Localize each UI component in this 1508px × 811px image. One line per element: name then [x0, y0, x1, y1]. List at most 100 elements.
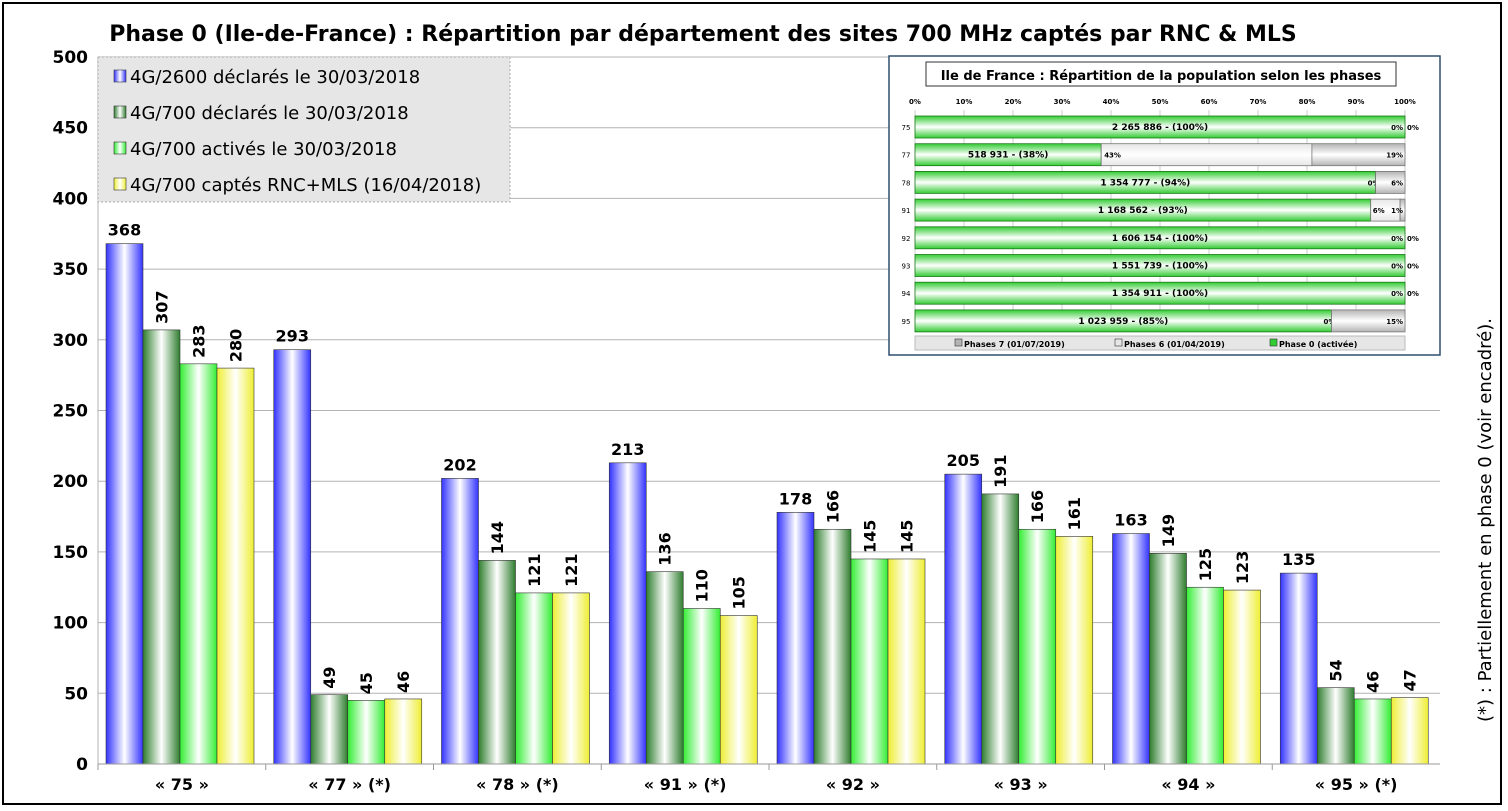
- y-tick-label: 500: [53, 48, 89, 68]
- data-label: 293: [276, 327, 309, 346]
- data-label: 46: [394, 671, 413, 693]
- inset-data-label: 6%: [1391, 179, 1403, 187]
- inset-legend-label: Phases 6 (01/04/2019): [1124, 340, 1225, 349]
- legend-label: 4G/700 captés RNC+MLS (16/04/2018): [130, 175, 481, 196]
- data-label: 105: [730, 576, 749, 609]
- bar-3: [1223, 589, 1261, 765]
- bar-1: [645, 571, 684, 765]
- legend-label: 4G/2600 déclarés le 30/03/2018: [130, 67, 420, 88]
- inset-data-label: 0%: [1324, 318, 1336, 326]
- bar-3: [887, 558, 926, 765]
- data-label: 178: [779, 489, 812, 508]
- data-label: 110: [693, 569, 712, 602]
- bar-0: [776, 512, 815, 765]
- data-label: 123: [1233, 551, 1252, 584]
- bar-2: [1353, 698, 1392, 765]
- data-label: 136: [656, 532, 675, 565]
- inset-bar-0: [914, 281, 1406, 305]
- inset-legend-swatch: [1269, 338, 1278, 347]
- data-label: 135: [1282, 550, 1315, 569]
- bar-3: [1390, 697, 1429, 765]
- bar-1: [813, 528, 852, 765]
- inset-data-label: 1 354 777 - (94%): [1100, 178, 1190, 188]
- bar-2: [1186, 586, 1224, 765]
- x-tick-label: « 91 » (*): [644, 775, 727, 794]
- inset-x-tick: 90%: [1348, 98, 1365, 106]
- y-tick-label: 150: [53, 543, 89, 563]
- x-tick-label: « 92 »: [826, 775, 880, 794]
- inset-legend-box: [914, 335, 1406, 351]
- bar-0: [608, 462, 647, 765]
- inset-data-label: 6%: [1373, 207, 1385, 215]
- bar-2: [179, 363, 218, 765]
- inset-data-label: 0%: [1407, 235, 1419, 243]
- bar-2: [682, 608, 721, 765]
- y-tick-label: 300: [53, 331, 89, 351]
- inset-bar-0: [914, 115, 1406, 139]
- inset-legend-label: Phase 0 (activée): [1279, 339, 1357, 349]
- bar-1: [981, 493, 1020, 765]
- chart-title: Phase 0 (Ile-de-France) : Répartition pa…: [109, 22, 1297, 47]
- bar-2: [850, 558, 889, 765]
- bar-2: [347, 700, 386, 765]
- inset-category: 92: [902, 235, 911, 243]
- y-tick-label: 400: [53, 189, 89, 209]
- data-label: 161: [1065, 497, 1084, 530]
- inset-data-label: 15%: [1386, 318, 1403, 326]
- bar-3: [216, 367, 255, 765]
- inset-bar-0: [914, 254, 1406, 277]
- bar-0: [1279, 572, 1318, 765]
- inset-x-tick: 80%: [1299, 98, 1316, 106]
- inset-category: 93: [902, 263, 911, 271]
- inset-category: 95: [902, 318, 911, 326]
- data-label: 54: [1327, 659, 1346, 681]
- inset-data-label: 43%: [1104, 152, 1121, 160]
- inset-x-tick: 20%: [1005, 98, 1022, 106]
- inset-data-label: 0%: [1391, 124, 1403, 132]
- x-tick-label: « 95 » (*): [1315, 775, 1398, 794]
- x-tick-label: « 77 » (*): [308, 775, 391, 794]
- inset-x-tick: 50%: [1152, 98, 1169, 106]
- inset-bar-2: [1399, 198, 1406, 222]
- data-label: 145: [861, 520, 880, 553]
- data-label: 191: [991, 455, 1010, 488]
- inset-x-tick: 100%: [1394, 98, 1416, 106]
- y-tick-label: 50: [64, 684, 88, 704]
- inset-bar-0: [914, 226, 1406, 250]
- data-label: 205: [947, 451, 980, 470]
- bar-0: [441, 478, 479, 765]
- x-tick-label: « 78 » (*): [476, 775, 559, 794]
- inset-data-label: 2 265 886 - (100%): [1112, 123, 1208, 133]
- data-label: 166: [1028, 490, 1047, 523]
- inset-category: 91: [902, 207, 911, 215]
- bar-3: [552, 592, 590, 765]
- data-label: 149: [1159, 514, 1178, 547]
- x-tick-label: « 94 »: [1161, 775, 1215, 794]
- data-label: 121: [562, 553, 581, 586]
- data-label: 202: [443, 455, 476, 474]
- inset-data-label: 0%: [1407, 290, 1419, 298]
- bar-2: [515, 592, 553, 765]
- bar-3: [384, 698, 423, 765]
- data-label: 283: [190, 324, 209, 357]
- data-label: 121: [525, 553, 544, 586]
- bar-3: [1055, 536, 1094, 765]
- data-label: 213: [611, 440, 644, 459]
- inset-x-tick: 10%: [956, 98, 973, 106]
- inset-data-label: 1 551 739 - (100%): [1112, 262, 1208, 272]
- bar-0: [1112, 533, 1150, 765]
- y-tick-label: 250: [53, 402, 89, 422]
- y-tick-label: 100: [53, 614, 89, 634]
- inset-x-tick: 0%: [909, 98, 921, 106]
- bar-1: [478, 560, 516, 765]
- data-label: 280: [227, 329, 246, 362]
- inset-data-label: 1 606 154 - (100%): [1112, 234, 1208, 244]
- inset-x-tick: 70%: [1250, 98, 1267, 106]
- data-label: 368: [108, 221, 141, 240]
- inset-title: Ile de France : Répartition de la popula…: [941, 69, 1382, 84]
- inset-data-label: 1 168 562 - (93%): [1098, 206, 1188, 216]
- bar-1: [1316, 687, 1355, 765]
- legend-box: [97, 56, 511, 203]
- bar-1: [142, 329, 181, 765]
- inset-category: 75: [902, 124, 911, 132]
